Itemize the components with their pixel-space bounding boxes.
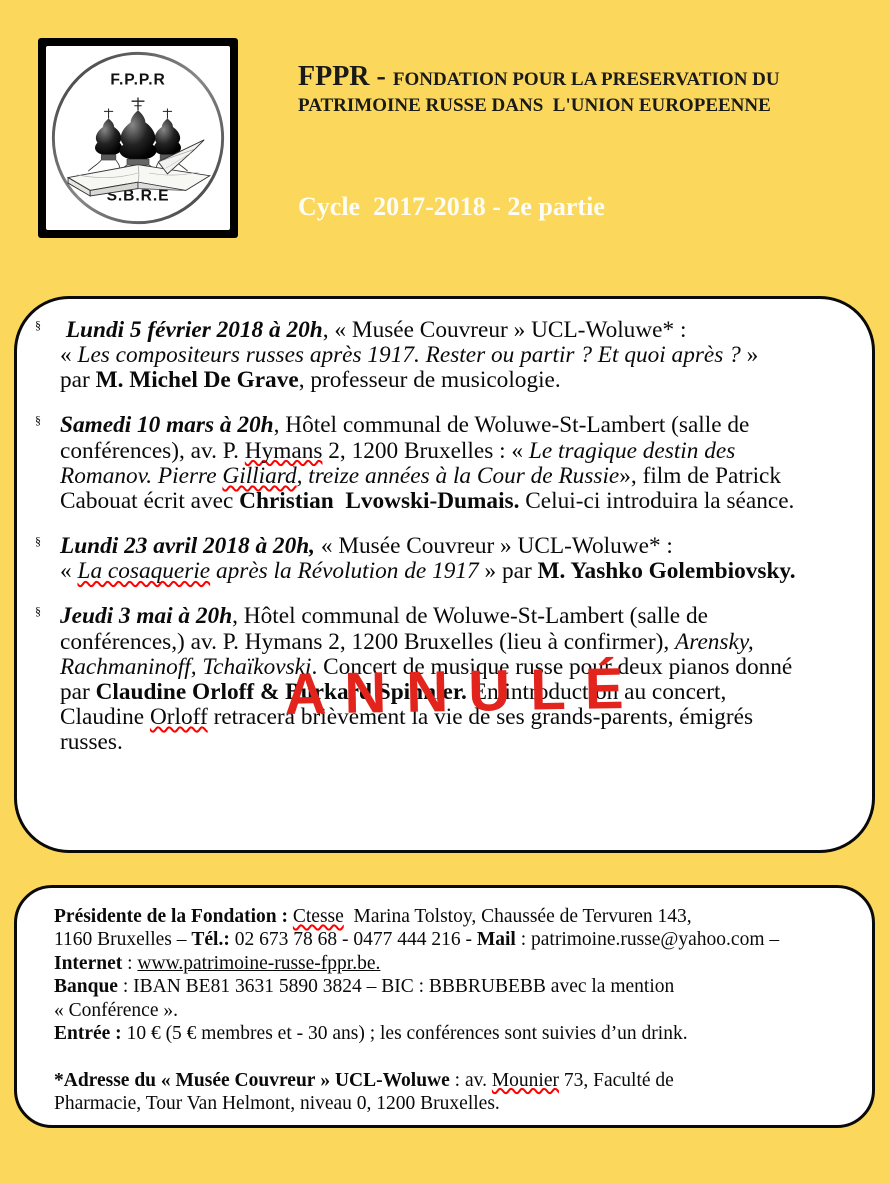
svg-text:F.P.P.R: F.P.P.R xyxy=(110,72,165,89)
